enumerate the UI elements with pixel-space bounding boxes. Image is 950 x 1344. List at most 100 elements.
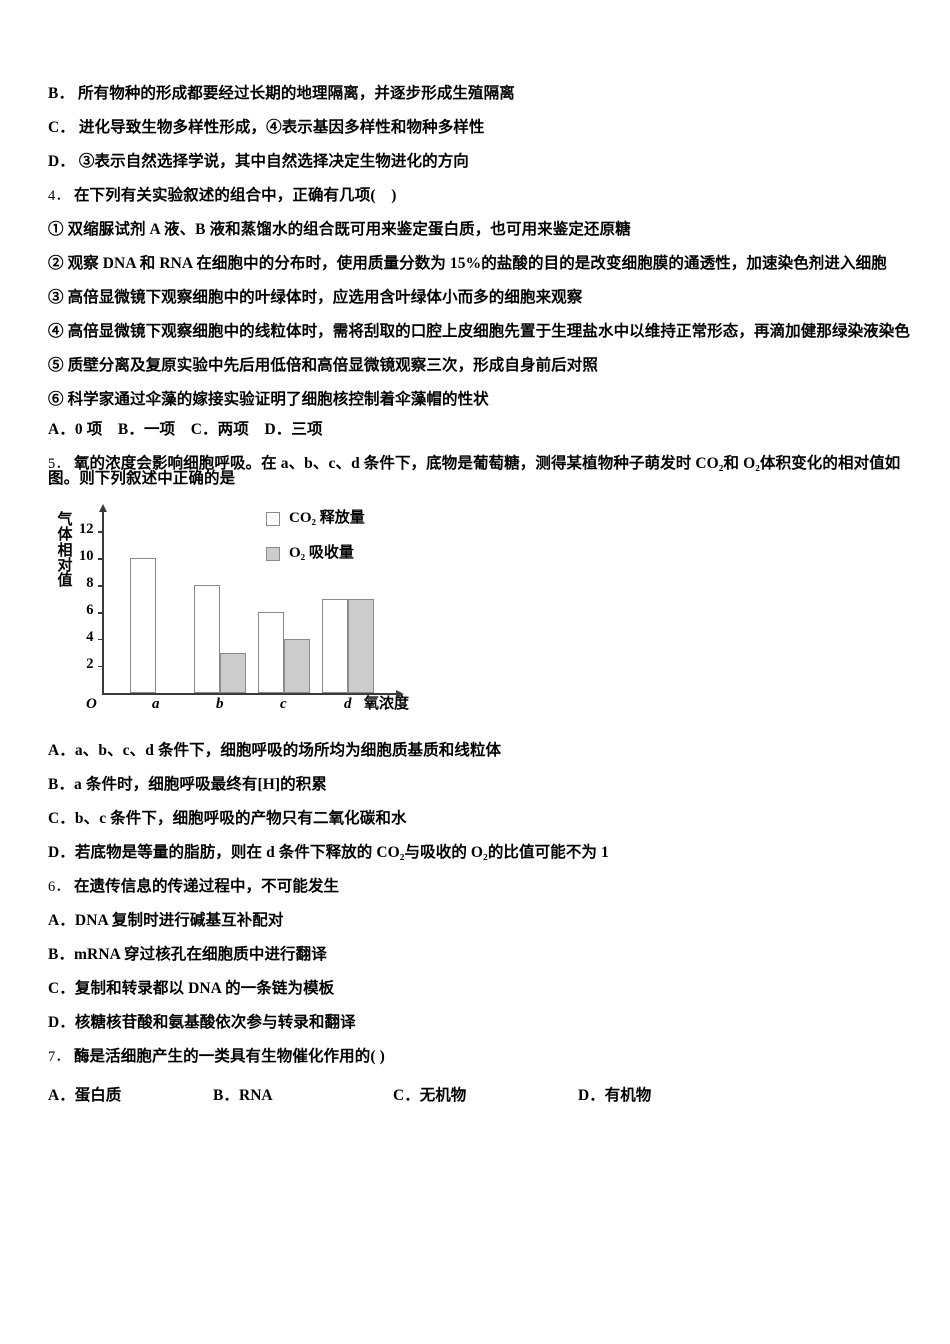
chart-bar (322, 598, 348, 693)
q7-option-d-label: D． (578, 1087, 605, 1104)
q5-option-c: C．b、c 条件下，细胞呼吸的产物只有二氧化碳和水 (48, 811, 918, 827)
q3-option-b-label: B． (48, 85, 75, 102)
q4-statement-6: ⑥ 科学家通过伞藻的嫁接实验证明了细胞核控制着伞藻帽的性状 (48, 391, 489, 408)
chart-y-tick-label: 10 (79, 548, 94, 565)
q3-option-c: C． 进化导致生物多样性形成，④表示基因多样性和物种多样性 (48, 120, 918, 136)
q5-option-d-text: 若底物是等量的脂肪，则在 d 条件下释放的 CO₂与吸收的 O₂的比值可能不为 … (74, 844, 609, 861)
q4-stem-text: 在下列有关实验叙述的组合中，正确有几项( ) (73, 187, 397, 204)
q7-option-c-text: 无机物 (419, 1087, 467, 1104)
q7-option-c: C．无机物 (393, 1083, 578, 1105)
q3-option-c-label: C． (48, 119, 75, 136)
q7-stem: 7． 酶是活细胞产生的一类具有生物催化作用的( ) (48, 1049, 918, 1065)
chart-x-tick-label: c (280, 696, 287, 712)
q5-option-c-text: b、c 条件下，细胞呼吸的产物只有二氧化碳和水 (74, 810, 407, 827)
q5-option-b-label: B． (48, 776, 75, 793)
chart-y-tick-label: 2 (86, 656, 94, 673)
q7-option-d-text: 有机物 (604, 1087, 652, 1104)
chart-bar (130, 558, 156, 693)
q6-option-a-text: DNA 复制时进行碱基互补配对 (74, 912, 284, 929)
q7-option-b-label: B． (213, 1087, 239, 1104)
q6-option-b-label: B． (48, 946, 75, 963)
chart-legend: CO₂ 释放量 O₂ 吸收量 (266, 511, 365, 581)
chart-y-tick: 6 (86, 603, 103, 617)
chart-y-axis (102, 511, 104, 693)
q5-option-b-text: a 条件时，细胞呼吸最终有[H]的积累 (74, 776, 327, 793)
q6-stem: 6． 在遗传信息的传递过程中，不可能发生 (48, 879, 918, 895)
q7-option-b-text: RNA (239, 1087, 273, 1104)
q7-option-a-label: A． (48, 1087, 75, 1104)
q5-option-d: D．若底物是等量的脂肪，则在 d 条件下释放的 CO₂与吸收的 O₂的比值可能不… (48, 845, 918, 861)
chart-y-tick-label: 4 (86, 629, 94, 646)
chart-y-tick: 4 (86, 630, 103, 644)
q4-statement-3: ③ 高倍显微镜下观察细胞中的叶绿体时，应选用含叶绿体小而多的细胞来观察 (48, 289, 583, 306)
q4-statement-5: ⑤ 质壁分离及复原实验中先后用低倍和高倍显微镜观察三次，形成自身前后对照 (48, 357, 598, 374)
q6-stem-text: 在遗传信息的传递过程中，不可能发生 (73, 878, 340, 895)
chart-plot-area: O 氧浓度 2 4 6 8 10 12 a b c d (79, 504, 409, 712)
chart-x-tick-label: a (152, 696, 160, 712)
q5-option-b: B．a 条件时，细胞呼吸最终有[H]的积累 (48, 777, 918, 793)
y-label-char-4: 对 (57, 557, 73, 574)
q4-statement-1: ① 双缩脲试剂 A 液、B 液和蒸馏水的组合既可用来鉴定蛋白质，也可用来鉴定还原… (48, 221, 631, 238)
y-label-char-3: 相 (57, 542, 73, 559)
legend-swatch-co2-icon (266, 511, 280, 526)
chart-x-axis (102, 693, 398, 695)
chart-bar (348, 598, 374, 693)
q3-option-b-text: 所有物种的形成都要经过长期的地理隔离，并逐步形成生殖隔离 (78, 85, 515, 102)
q3-option-d-label: D． (48, 153, 75, 170)
chart-y-tick-label: 12 (79, 521, 94, 538)
q7-option-b: B．RNA (213, 1083, 393, 1105)
chart-y-tick-label: 8 (86, 575, 94, 592)
q6-option-c-text: 复制和转录都以 DNA 的一条链为模板 (74, 980, 335, 997)
chart-y-tick: 12 (79, 522, 103, 536)
q7-options-row: A．蛋白质 B．RNA C．无机物 D．有机物 (48, 1083, 918, 1105)
q6-option-a: A．DNA 复制时进行碱基互补配对 (48, 913, 918, 929)
q5-stem-text: 氧的浓度会影响细胞呼吸。在 a、b、c、d 条件下，底物是葡萄糖，测得某植物种子… (48, 454, 901, 487)
chart-y-axis-arrow (98, 504, 107, 512)
q4-statement-2: ② 观察 DNA 和 RNA 在细胞中的分布时，使用质量分数为 15%的盐酸的目… (48, 255, 887, 272)
q3-option-b: B． 所有物种的形成都要经过长期的地理隔离，并逐步形成生殖隔离 (48, 86, 918, 102)
q6-option-b: B．mRNA 穿过核孔在细胞质中进行翻译 (48, 947, 918, 963)
y-label-char-2: 体 (57, 527, 73, 544)
q5-option-a-label: A． (48, 742, 75, 759)
chart-bar (194, 585, 220, 693)
q3-option-c-text: 进化导致生物多样性形成，④表示基因多样性和物种多样性 (78, 119, 485, 136)
chart-x-axis-arrow (396, 689, 404, 698)
q5-stem: 5． 氧的浓度会影响细胞呼吸。在 a、b、c、d 条件下，底物是葡萄糖，测得某植… (48, 454, 918, 487)
chart-y-tick: 2 (86, 657, 103, 671)
q6-option-c: C．复制和转录都以 DNA 的一条链为模板 (48, 981, 918, 997)
q6-option-d-text: 核糖核苷酸和氨基酸依次参与转录和翻译 (74, 1014, 356, 1031)
q6-option-c-label: C． (48, 980, 75, 997)
chart-y-tick: 10 (79, 549, 103, 563)
q5-option-c-label: C． (48, 810, 75, 827)
q7-option-a-text: 蛋白质 (74, 1087, 122, 1104)
respiration-bar-chart: 气 体 相 对 值 O 氧浓度 2 4 6 8 10 12 a b c d CO₂ 释放量 (54, 504, 414, 727)
chart-x-tick-label: d (344, 696, 352, 712)
q7-stem-text: 酶是活细胞产生的一类具有生物催化作用的( ) (73, 1048, 385, 1065)
q4-number: 4． (48, 188, 70, 204)
q5-option-a-text: a、b、c、d 条件下，细胞呼吸的场所均为细胞质基质和线粒体 (74, 742, 502, 759)
legend-label-o2: O₂ 吸收量 (289, 545, 354, 561)
q4-stem: 4． 在下列有关实验叙述的组合中，正确有几项( ) (48, 188, 918, 204)
chart-x-axis-title: 氧浓度 (364, 696, 410, 712)
q3-option-d: D． ③表示自然选择学说，其中自然选择决定生物进化的方向 (48, 154, 918, 170)
q7-option-d: D．有机物 (578, 1083, 651, 1105)
legend-item-co2: CO₂ 释放量 (266, 511, 365, 526)
q7-option-c-label: C． (393, 1087, 420, 1104)
chart-y-axis-label: 气 体 相 对 值 (56, 512, 74, 589)
chart-origin-label: O (86, 696, 97, 712)
q5-option-d-label: D． (48, 844, 75, 861)
q4-statement-4: ④ 高倍显微镜下观察细胞中的线粒体时，需将刮取的口腔上皮细胞先置于生理盐水中以维… (48, 323, 910, 340)
q6-option-d-label: D． (48, 1014, 75, 1031)
page-content: B． 所有物种的形成都要经过长期的地理隔离，并逐步形成生殖隔离 C． 进化导致生… (48, 86, 918, 1124)
chart-bar (220, 652, 246, 693)
q6-number: 6． (48, 879, 70, 895)
q5-number: 5． (48, 455, 70, 472)
legend-label-co2: CO₂ 释放量 (289, 510, 365, 526)
q6-option-b-text: mRNA 穿过核孔在细胞质中进行翻译 (74, 946, 327, 963)
q5-option-a: A．a、b、c、d 条件下，细胞呼吸的场所均为细胞质基质和线粒体 (48, 743, 918, 759)
y-label-char-1: 气 (57, 512, 73, 528)
legend-item-o2: O₂ 吸收量 (266, 546, 365, 561)
q6-option-d: D．核糖核苷酸和氨基酸依次参与转录和翻译 (48, 1015, 918, 1031)
q3-option-d-text: ③表示自然选择学说，其中自然选择决定生物进化的方向 (78, 153, 469, 170)
